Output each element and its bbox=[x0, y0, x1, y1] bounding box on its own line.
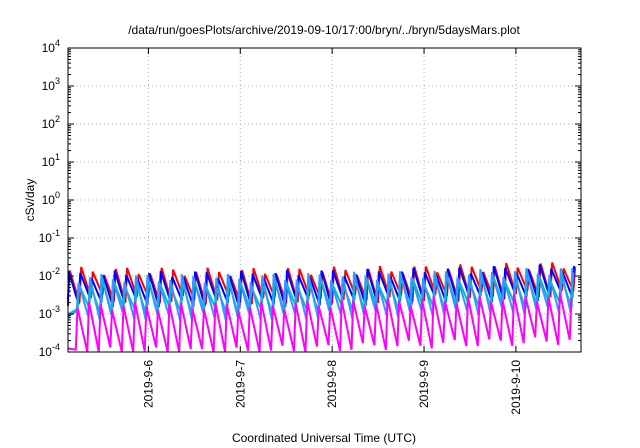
x-axis-label: Coordinated Universal Time (UTC) bbox=[232, 431, 416, 445]
chart-title: /data/run/goesPlots/archive/2019-09-10/1… bbox=[128, 23, 520, 37]
y-tick-label: 100 bbox=[42, 190, 60, 207]
y-tick-label: 103 bbox=[42, 76, 60, 93]
x-tick-label: 2019-9-8 bbox=[325, 360, 339, 408]
y-tick-label: 10-1 bbox=[39, 228, 60, 245]
y-tick-label: 10-4 bbox=[39, 342, 60, 359]
series-group bbox=[67, 262, 577, 353]
y-tick-label: 104 bbox=[42, 38, 60, 55]
y-axis-label: cSv/day bbox=[23, 179, 37, 222]
series-line-5 bbox=[67, 292, 573, 353]
y-ticks: 10-4 10-3 10-2 10-1 100 101 102 103 104 bbox=[39, 38, 581, 359]
x-ticks: 2019-9-6 2019-9-7 2019-9-8 2019-9-9 2019-9-1… bbox=[141, 48, 523, 415]
x-tick-label: 2019-9-9 bbox=[417, 360, 431, 408]
y-tick-label: 10-2 bbox=[39, 266, 60, 283]
y-tick-label: 101 bbox=[42, 152, 60, 169]
x-tick-label: 2019-9-7 bbox=[233, 360, 247, 408]
series-line-4 bbox=[67, 267, 574, 322]
x-tick-label: 2019-9-10 bbox=[509, 360, 523, 415]
y-tick-label: 102 bbox=[42, 114, 60, 131]
y-tick-label: 10-3 bbox=[39, 304, 60, 321]
x-tick-label: 2019-9-6 bbox=[141, 360, 155, 408]
